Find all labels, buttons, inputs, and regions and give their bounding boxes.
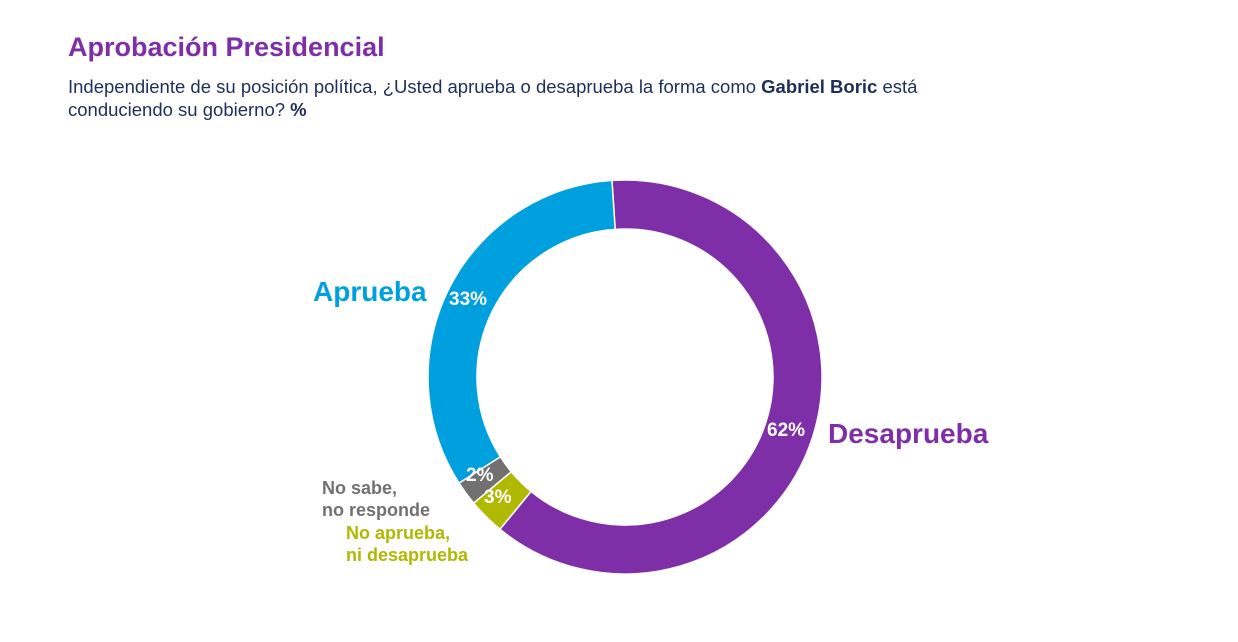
subtitle-unit: %: [290, 99, 307, 120]
donut-slice-aprueba: [427, 179, 616, 485]
subtitle-text: Independiente de su posición política, ¿…: [68, 76, 762, 97]
donut-slice-desaprueba: [498, 179, 823, 575]
value-label-ni-ni: 3%: [484, 487, 512, 508]
subtitle-text: está: [877, 76, 918, 97]
value-label-no-sabe: 2%: [466, 465, 494, 486]
subtitle-text: conduciendo su gobierno?: [68, 99, 291, 120]
subtitle-name: Gabriel Boric: [761, 76, 878, 97]
label-aprueba: Aprueba: [313, 276, 427, 307]
label-line: no responde: [322, 500, 431, 520]
label-desaprueba: Desaprueba: [828, 418, 989, 449]
label-line: ni desaprueba: [346, 545, 469, 565]
label-ni-ni: No aprueba, ni desaprueba: [346, 522, 468, 566]
label-line: No aprueba,: [346, 523, 451, 543]
value-label-desaprueba: 62%: [767, 420, 806, 441]
chart-title: Aprobación Presidencial: [68, 32, 385, 62]
label-no-sabe: No sabe, no responde: [322, 477, 430, 521]
value-label-aprueba: 33%: [449, 289, 488, 310]
label-line: No sabe,: [322, 478, 398, 498]
chart-subtitle: Independiente de su posición política, ¿…: [68, 75, 1068, 121]
